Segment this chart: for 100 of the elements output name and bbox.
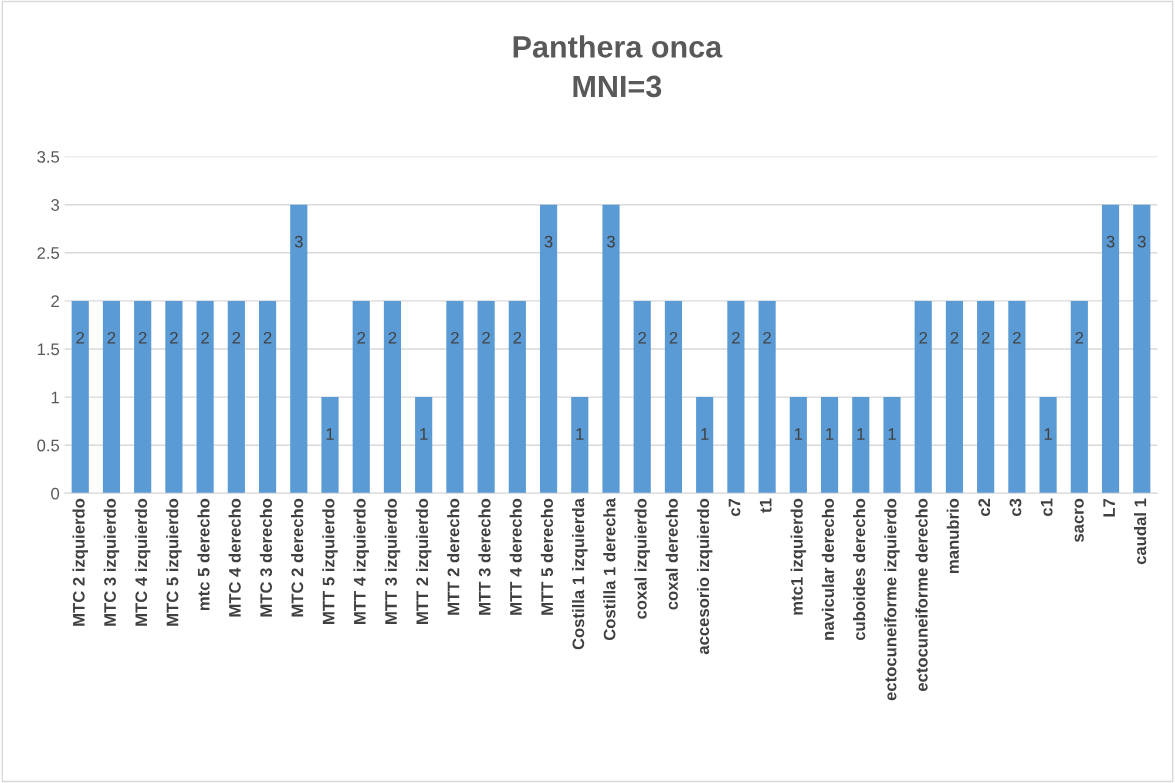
bar xyxy=(727,300,745,494)
bar xyxy=(571,397,589,494)
x-tick-label: sacro xyxy=(1074,498,1084,543)
bar xyxy=(134,300,152,494)
x-tick-label: c7 xyxy=(728,498,741,517)
data-label: 3 xyxy=(607,235,615,248)
bar xyxy=(477,300,495,494)
data-label: 2 xyxy=(669,331,678,344)
data-label: 2 xyxy=(357,331,366,344)
bar xyxy=(383,300,402,494)
data-label: 2 xyxy=(388,331,397,344)
data-label: 2 xyxy=(451,331,459,344)
bar xyxy=(1008,300,1026,494)
bar xyxy=(664,300,683,494)
x-tick-label: MTT 4 izquierdo xyxy=(353,498,369,624)
x-tick-label: Costilla 1 izquierda xyxy=(572,498,588,650)
x-tick-label: MTC 2 derecho xyxy=(291,498,304,617)
bar xyxy=(227,300,245,494)
x-tick-label: MTC 5 izquierdo xyxy=(166,498,182,626)
x-tick-label: Costilla 1 derecha xyxy=(603,498,616,641)
x-tick-label: MTC 2 izquierdo xyxy=(72,498,88,626)
data-label: 2 xyxy=(263,331,272,344)
data-label: 2 xyxy=(1075,331,1084,344)
data-label: 2 xyxy=(107,331,116,344)
y-tick-label: 2 xyxy=(51,295,59,307)
bar xyxy=(539,204,558,494)
data-label: 3 xyxy=(1137,235,1146,248)
bar xyxy=(1133,204,1151,494)
bar xyxy=(352,300,370,494)
bar xyxy=(196,300,214,494)
x-tick-label: MTT 4 derecho xyxy=(509,498,522,615)
x-tick-label: mtc1 izquierdo xyxy=(790,498,807,615)
y-tick-label: 2.5 xyxy=(37,247,60,259)
x-tick-label: t1 xyxy=(759,498,772,513)
data-label: 1 xyxy=(420,428,428,440)
y-tick-label: 0.5 xyxy=(37,439,60,452)
data-label: 1 xyxy=(326,428,334,440)
chart-title: Panthera onca MNI=3 xyxy=(513,35,723,98)
x-tick-label: ectocuneiforme izquierdo xyxy=(884,498,900,701)
x-tick-label: c2 xyxy=(978,498,991,517)
data-label: 2 xyxy=(981,331,990,344)
bar xyxy=(789,397,807,494)
y-tick-label: 1.5 xyxy=(37,343,60,356)
x-tick-label: mtc 5 derecho xyxy=(197,498,210,611)
data-label: 2 xyxy=(763,331,771,344)
x-tick-label: MTC 4 derecho xyxy=(228,498,241,617)
data-label: 2 xyxy=(482,331,490,344)
data-label: 3 xyxy=(544,235,553,248)
bar xyxy=(415,397,433,494)
bar xyxy=(633,300,651,494)
data-label: 1 xyxy=(888,428,896,440)
bar xyxy=(290,204,308,494)
data-label: 2 xyxy=(638,331,647,344)
data-label: 3 xyxy=(1106,235,1115,248)
bar xyxy=(696,397,714,494)
bar xyxy=(852,397,870,494)
data-label: 2 xyxy=(950,331,959,344)
bar xyxy=(758,300,776,494)
x-tick-label: MTC 4 izquierdo xyxy=(134,498,151,626)
data-label: 1 xyxy=(1044,428,1052,440)
x-tick-label: c3 xyxy=(1009,498,1022,517)
x-tick-label: accesorio izquierdo xyxy=(696,498,713,655)
y-tick-label: 3 xyxy=(51,199,60,211)
bar xyxy=(602,204,620,494)
bar xyxy=(102,300,121,494)
x-tick-label: ectocuneiforme derecho xyxy=(915,498,928,692)
x-tick-label: MTC 3 izquierdo xyxy=(103,498,120,626)
data-label: 1 xyxy=(826,428,834,440)
data-label: 2 xyxy=(1013,331,1021,344)
data-label: 2 xyxy=(76,331,85,344)
bar xyxy=(914,300,932,494)
bar xyxy=(1039,397,1057,494)
x-tick-label: MTT 2 izquierdo xyxy=(415,498,432,624)
data-label: 1 xyxy=(701,428,709,440)
data-label: 1 xyxy=(794,428,803,440)
x-tick-label: coxal derecho xyxy=(665,498,678,610)
x-tick-label: L7 xyxy=(1103,498,1115,517)
x-tick-label: MTT 5 derecho xyxy=(540,498,554,615)
data-label: 2 xyxy=(232,331,241,344)
x-tick-label: c1 xyxy=(1040,498,1053,517)
bar xyxy=(258,300,277,494)
x-tick-label: coxal izquierdo xyxy=(634,498,650,619)
data-label: 2 xyxy=(513,331,522,344)
x-tick-label: MTT 2 derecho xyxy=(447,498,460,615)
y-tick-label: 1 xyxy=(51,391,59,404)
y-tick-label: 0 xyxy=(51,487,60,500)
x-tick-label: manubrio xyxy=(946,498,959,573)
bar xyxy=(1101,204,1120,494)
data-label: 1 xyxy=(857,428,865,440)
bar xyxy=(321,397,339,494)
bar xyxy=(165,300,183,494)
bar xyxy=(508,300,526,494)
x-tick-label: cuboides derecho xyxy=(853,498,866,641)
y-tick-label: 3.5 xyxy=(37,151,60,163)
data-label: 2 xyxy=(138,331,147,344)
bar xyxy=(820,397,839,494)
bar xyxy=(71,300,89,494)
data-label: 3 xyxy=(294,235,303,248)
data-label: 1 xyxy=(576,428,584,440)
data-label: 2 xyxy=(732,331,740,344)
